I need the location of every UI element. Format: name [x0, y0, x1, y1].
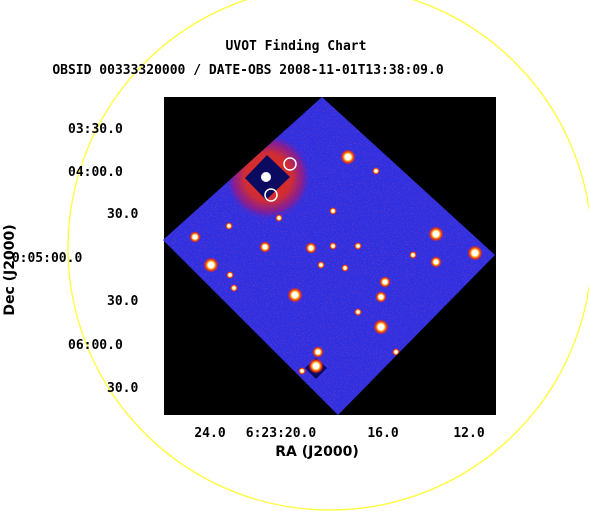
- source-marker: [283, 157, 297, 171]
- star-core: [344, 153, 352, 161]
- star-core: [300, 369, 304, 373]
- star-core: [356, 310, 360, 314]
- y-axis-label: Dec (J2000): [2, 224, 18, 315]
- source-marker: [264, 188, 278, 202]
- star-core: [378, 294, 384, 300]
- star-core: [227, 224, 231, 228]
- star-core: [319, 263, 323, 267]
- x-axis-label: RA (J2000): [275, 444, 358, 460]
- y-tick-label: 30.0: [107, 381, 138, 396]
- star-core: [411, 253, 415, 257]
- star-core: [291, 291, 299, 299]
- star-core: [343, 266, 347, 270]
- star-core: [228, 273, 232, 277]
- star-core: [277, 216, 281, 220]
- field-of-view-circle: [67, 0, 589, 511]
- image-area: [163, 97, 496, 415]
- x-tick-label: 6:23:20.0: [246, 426, 317, 441]
- star-field: [189, 149, 483, 375]
- star-core: [315, 349, 321, 355]
- y-tick-label: 06:00.0: [68, 338, 123, 353]
- star-core: [356, 244, 360, 248]
- y-tick-label: 30.0: [107, 207, 138, 222]
- x-tick-label: 16.0: [367, 426, 398, 441]
- star-core: [192, 234, 198, 240]
- star-core: [262, 244, 268, 250]
- star-core: [308, 245, 314, 251]
- chart-title: UVOT Finding Chart: [226, 39, 367, 54]
- star-core: [377, 323, 385, 331]
- star-core: [331, 209, 335, 213]
- star-core: [471, 249, 479, 257]
- star-core: [432, 230, 440, 238]
- y-tick-label: 04:00.0: [68, 165, 123, 180]
- x-tick-label: 24.0: [194, 426, 225, 441]
- bright-source-center: [261, 172, 271, 182]
- star-core: [382, 279, 388, 285]
- star-core: [232, 286, 236, 290]
- y-tick-label: 03:30.0: [68, 122, 123, 137]
- star-core: [312, 362, 320, 370]
- star-core: [394, 350, 398, 354]
- chart-subtitle: OBSID 00333320000 / DATE-OBS 2008-11-01T…: [52, 63, 444, 78]
- x-tick-label: 12.0: [453, 426, 484, 441]
- star-core: [374, 169, 378, 173]
- y-tick-label: -0:05:00.0: [4, 251, 82, 266]
- star-core: [207, 261, 215, 269]
- star-core: [331, 244, 335, 248]
- star-core: [433, 259, 439, 265]
- y-tick-label: 30.0: [107, 294, 138, 309]
